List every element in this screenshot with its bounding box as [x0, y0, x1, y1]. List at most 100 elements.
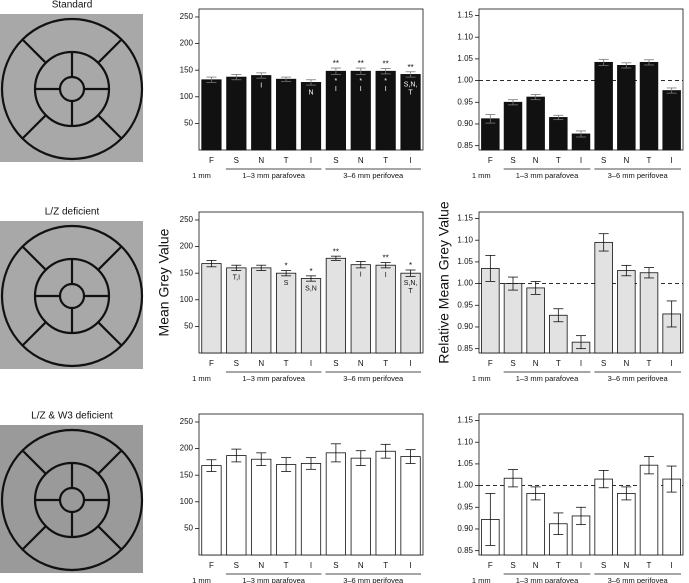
spoke — [21, 245, 47, 271]
x-tick-label: I — [671, 156, 673, 165]
spoke — [21, 321, 47, 347]
x-tick-label: F — [488, 156, 493, 165]
error-bar — [621, 62, 632, 69]
y-tick-label: 1.00 — [457, 76, 473, 85]
error-bar — [485, 492, 496, 546]
error-bar — [530, 94, 541, 101]
bar — [594, 241, 613, 354]
x-tick-label: N — [358, 561, 364, 570]
significance-label: * — [384, 78, 387, 85]
group-label: 1–3 mm parafovea — [516, 374, 579, 383]
bar — [276, 78, 297, 151]
bar — [549, 117, 568, 151]
spoke — [21, 449, 47, 475]
bar — [526, 96, 545, 151]
error-bar — [231, 264, 242, 271]
error-bar — [306, 79, 316, 86]
x-tick-label: N — [258, 156, 264, 165]
x-tick-label: S — [601, 359, 606, 368]
error-bar — [576, 335, 586, 350]
y-tick-label: 0.90 — [457, 119, 473, 128]
x-tick-label: T — [556, 561, 561, 570]
x-tick-label: T — [383, 359, 388, 368]
x-tick-label: T — [647, 156, 652, 165]
significance-label: I — [260, 82, 262, 89]
y-tick-label: 200 — [180, 242, 194, 251]
error-bar — [206, 260, 217, 268]
y-tick-label: 1.05 — [457, 257, 473, 266]
error-bar — [530, 486, 541, 501]
y-tick-label: 1.05 — [457, 54, 473, 63]
error-bar — [644, 456, 654, 475]
error-bar — [355, 450, 366, 467]
significance-label: I — [385, 86, 387, 93]
bar — [617, 65, 636, 151]
y-tick-label: 1.10 — [457, 437, 473, 446]
x-tick-label: F — [209, 561, 214, 570]
error-bar — [256, 452, 267, 467]
y-tick-label: 100 — [180, 295, 194, 304]
x-tick-label: N — [623, 359, 629, 368]
x-tick-label: S — [601, 156, 606, 165]
group-label: 1 mm — [472, 374, 491, 383]
y-tick-label: 150 — [180, 470, 194, 479]
x-tick-label: I — [671, 359, 673, 368]
error-bar — [281, 270, 292, 277]
significance-label: * — [335, 78, 338, 85]
y-tick-label: 50 — [184, 322, 193, 331]
x-tick-label: I — [409, 156, 411, 165]
group-label: 1–3 mm parafovea — [516, 576, 579, 583]
error-bar — [281, 457, 292, 472]
significance-label: S,N — [305, 285, 317, 292]
spoke — [97, 449, 123, 475]
error-bar — [330, 67, 341, 75]
error-bar — [598, 233, 609, 252]
error-bar — [256, 72, 267, 79]
y-tick-label: 1.15 — [457, 11, 473, 20]
error-bar — [231, 74, 242, 81]
error-bar — [256, 264, 267, 271]
x-tick-label: S — [333, 359, 338, 368]
spoke — [21, 525, 47, 551]
group-label: 3–6 mm perifovea — [608, 576, 669, 583]
x-tick-label: F — [209, 359, 214, 368]
y-tick-label: 1.10 — [457, 32, 473, 41]
x-tick-label: N — [533, 561, 539, 570]
error-bar — [598, 58, 609, 66]
bar — [226, 76, 247, 151]
x-tick-label: S — [333, 561, 338, 570]
bar — [639, 464, 659, 556]
group-label: 3–6 mm perifovea — [608, 374, 669, 383]
error-bar — [666, 465, 677, 493]
x-tick-label: I — [409, 561, 411, 570]
significance-label: I — [360, 86, 362, 93]
error-bar — [485, 114, 496, 124]
y-tick-label: 1.15 — [457, 214, 473, 223]
bar — [201, 263, 222, 354]
x-tick-label: N — [533, 156, 539, 165]
bar — [251, 458, 272, 556]
error-bar — [405, 71, 416, 78]
bar — [526, 287, 545, 354]
x-tick-label: S — [601, 561, 606, 570]
spoke — [97, 245, 123, 271]
error-bar — [380, 262, 391, 269]
x-tick-label: I — [671, 561, 673, 570]
significance-label: * — [359, 78, 362, 85]
x-tick-label: N — [623, 561, 629, 570]
x-tick-label: F — [488, 359, 493, 368]
y-tick-label: 250 — [180, 215, 194, 224]
bar — [662, 90, 681, 151]
error-bar — [553, 512, 564, 536]
error-bar — [355, 67, 366, 75]
bar — [325, 257, 346, 354]
y-tick-label: 200 — [180, 444, 194, 453]
error-bar — [206, 76, 217, 83]
bar — [526, 492, 545, 556]
significance-mark: ** — [358, 59, 364, 68]
image-title: L/Z & W3 deficient — [31, 411, 113, 422]
bar — [639, 61, 659, 151]
group-label: 1 mm — [192, 171, 211, 180]
bar — [350, 457, 371, 556]
